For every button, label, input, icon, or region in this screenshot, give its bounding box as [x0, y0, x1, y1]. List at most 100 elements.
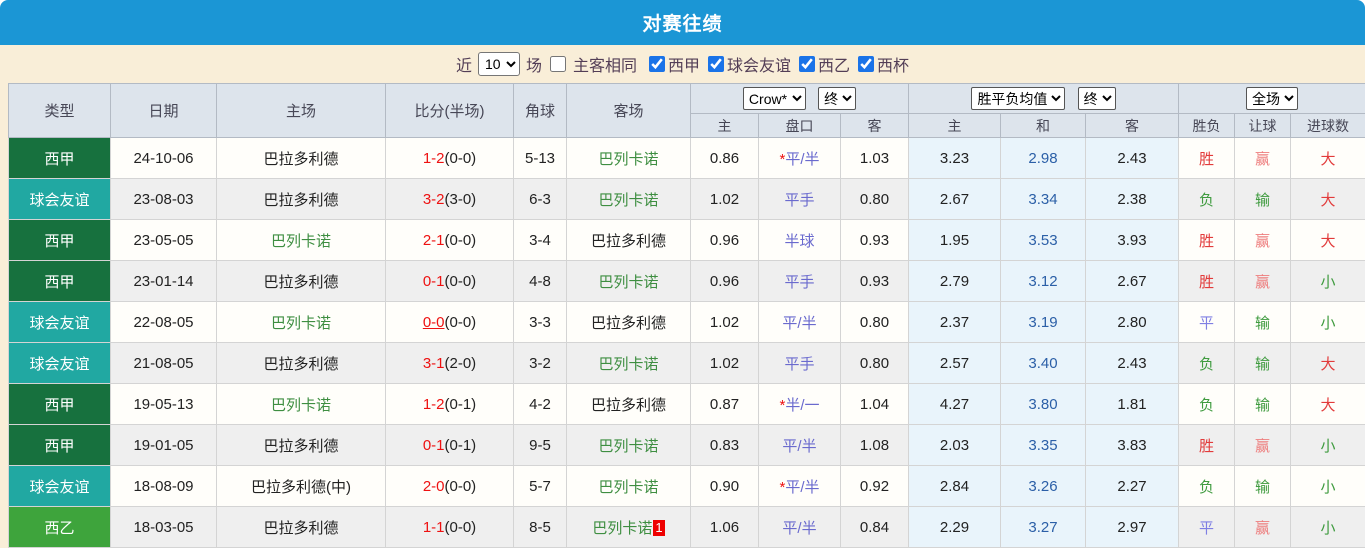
handicap-value: 平/半 — [782, 437, 817, 455]
odds-away-cell: 1.08 — [839, 424, 910, 466]
goals-result-cell: 小 — [1290, 301, 1365, 343]
handicap-result-cell: 输 — [1234, 342, 1292, 384]
home-team-cell: 巴列卡诺 — [216, 301, 386, 343]
date-cell: 21-08-05 — [110, 342, 217, 384]
odds-away-cell: 0.84 — [839, 506, 910, 548]
score-cell: 0-1(0-1) — [385, 424, 514, 466]
away-team-cell: 巴拉多利德 — [566, 383, 691, 425]
score-cell: 3-1(2-0) — [385, 342, 514, 384]
date-cell: 23-05-05 — [110, 219, 217, 261]
league-filter-group: 西甲 球会友谊 西乙 西杯 — [641, 52, 909, 77]
odds-away-cell: 0.80 — [839, 301, 910, 343]
corners-cell: 6-3 — [513, 178, 567, 220]
avg-draw-cell: 3.19 — [1000, 301, 1087, 343]
h2h-rows: 西甲 24-10-06 巴拉多利德 1-2(0-0) 5-13 巴列卡诺 0.8… — [8, 137, 1365, 548]
wdl-result-cell: 负 — [1178, 178, 1236, 220]
odds-home-cell: 0.96 — [690, 219, 759, 261]
avg-away-cell: 1.81 — [1085, 383, 1180, 425]
same-venue-checkbox[interactable] — [549, 56, 566, 72]
handicap-cell: 半球 — [758, 219, 841, 261]
date-cell: 24-10-06 — [110, 137, 217, 179]
odds-home-cell: 0.86 — [690, 137, 759, 179]
league-checkbox[interactable] — [858, 55, 875, 72]
league-type-cell: 球会友谊 — [8, 301, 111, 343]
home-team-cell: 巴拉多利德 — [216, 506, 386, 548]
result-scope-select[interactable]: 全场 — [1246, 87, 1299, 110]
corners-cell: 9-5 — [513, 424, 567, 466]
goals-result-cell: 大 — [1290, 342, 1365, 384]
handicap-cell: *半/一 — [758, 383, 841, 425]
goals-result-cell: 大 — [1290, 137, 1365, 179]
goals-result-cell: 小 — [1290, 465, 1365, 507]
panel-title: 对赛往绩 — [0, 0, 1365, 45]
col-corners: 角球 — [513, 83, 567, 138]
league-label: 西甲 — [667, 57, 700, 75]
home-team-cell: 巴拉多利德(中) — [216, 465, 386, 507]
home-team-cell: 巴拉多利德 — [216, 137, 386, 179]
handicap-value: 平手 — [784, 191, 815, 209]
odds-time-select[interactable]: 终 — [818, 87, 857, 110]
odds-group-header: Crow* 终 — [689, 83, 910, 114]
col-score: 比分(半场) — [385, 83, 514, 138]
sub-goals: 进球数 — [1290, 113, 1365, 138]
avg-home-cell: 1.95 — [908, 219, 1002, 261]
table-row: 球会友谊 21-08-05 巴拉多利德 3-1(2-0) 3-2 巴列卡诺 1.… — [8, 342, 1365, 384]
avg-draw-cell: 2.98 — [1000, 137, 1087, 179]
fulltime-score: 1-1 — [422, 518, 445, 536]
recent-count-select[interactable]: 10 — [477, 52, 520, 76]
halftime-score: (0-0) — [444, 313, 477, 331]
handicap-result-cell: 赢 — [1234, 260, 1292, 302]
date-cell: 22-08-05 — [110, 301, 217, 343]
table-row: 球会友谊 22-08-05 巴列卡诺 0-0(0-0) 3-3 巴拉多利德 1.… — [8, 301, 1365, 343]
league-type-cell: 西乙 — [8, 506, 111, 548]
avg-home-cell: 3.23 — [908, 137, 1002, 179]
away-team-badge: 1 — [653, 519, 665, 536]
fulltime-score: 2-0 — [422, 477, 445, 495]
handicap-value: 平/半 — [785, 150, 820, 168]
wdl-result-cell: 平 — [1178, 301, 1236, 343]
avg-time-select[interactable]: 终 — [1077, 87, 1116, 110]
odds-away-cell: 0.80 — [839, 342, 910, 384]
league-checkbox[interactable] — [799, 55, 816, 72]
halftime-score: (0-0) — [444, 149, 477, 167]
home-team-cell: 巴拉多利德 — [216, 342, 386, 384]
corners-cell: 4-2 — [513, 383, 567, 425]
handicap-result-cell: 赢 — [1234, 219, 1292, 261]
league-filter-item: 球会友谊 — [700, 52, 791, 76]
avg-draw-cell: 3.80 — [1000, 383, 1087, 425]
avg-draw-cell: 3.40 — [1000, 342, 1087, 384]
league-type-cell: 球会友谊 — [8, 342, 111, 384]
sub-wdl: 胜负 — [1178, 113, 1236, 138]
table-row: 西乙 18-03-05 巴拉多利德 1-1(0-0) 8-5 巴列卡诺 1 1.0… — [8, 506, 1365, 548]
avg-type-select[interactable]: 胜平负均值 — [971, 87, 1066, 110]
filter-bar: 近 10 场 主客相同 西甲 球会友谊 西乙 西杯 — [0, 45, 1365, 83]
odds-away-cell: 1.04 — [839, 383, 910, 425]
fulltime-score: 1-2 — [422, 395, 445, 413]
avg-draw-cell: 3.27 — [1000, 506, 1087, 548]
score-cell: 0-1(0-0) — [385, 260, 514, 302]
sub-avg-draw: 和 — [1000, 113, 1087, 138]
fulltime-score: 3-1 — [422, 354, 445, 372]
date-cell: 18-08-09 — [110, 465, 217, 507]
home-team-cell: 巴拉多利德 — [216, 178, 386, 220]
handicap-result-cell: 赢 — [1234, 506, 1292, 548]
table-row: 西甲 24-10-06 巴拉多利德 1-2(0-0) 5-13 巴列卡诺 0.8… — [8, 137, 1365, 179]
sub-avg-home: 主 — [908, 113, 1002, 138]
goals-result-cell: 大 — [1290, 178, 1365, 220]
avg-home-cell: 2.29 — [908, 506, 1002, 548]
odds-home-cell: 0.87 — [690, 383, 759, 425]
league-checkbox[interactable] — [708, 55, 724, 72]
h2h-table-wrap: 类型 日期 主场 比分(半场) 角球 客场 Crow* 终 胜平负均值 终 — [0, 83, 1365, 548]
matches-label: 场 — [525, 58, 542, 75]
handicap-result-cell: 输 — [1234, 465, 1292, 507]
col-type: 类型 — [8, 83, 111, 138]
goals-result-cell: 小 — [1290, 260, 1365, 302]
league-checkbox[interactable] — [648, 55, 665, 72]
handicap-value: 平/半 — [785, 478, 820, 496]
table-row: 西甲 23-01-14 巴拉多利德 0-1(0-0) 4-8 巴列卡诺 0.96… — [8, 260, 1365, 302]
handicap-star: * — [779, 478, 786, 496]
odds-away-cell: 0.93 — [839, 219, 910, 261]
bookmaker-select[interactable]: Crow* — [742, 87, 806, 110]
avg-away-cell: 2.38 — [1085, 178, 1180, 220]
